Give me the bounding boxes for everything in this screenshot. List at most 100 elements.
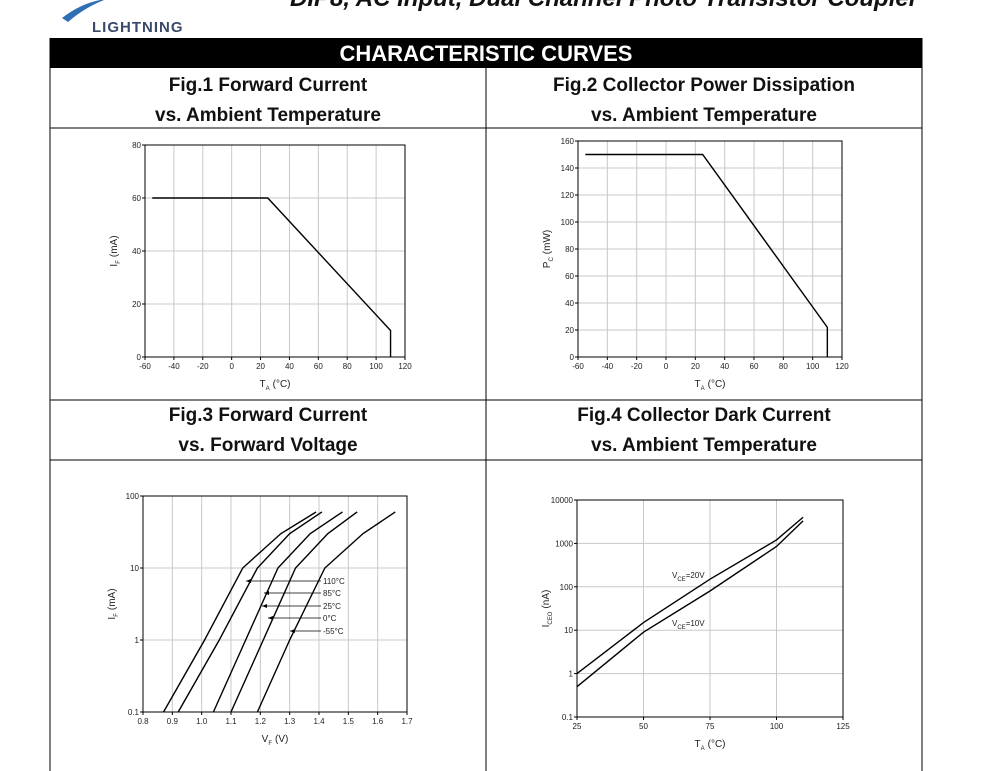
x-tick-label: -40 [168,362,180,371]
y-axis-label-rest: (mW) [542,230,553,254]
x-axis-label-main: T [694,379,700,390]
x-axis-label-main: T [694,739,700,750]
y-tick-label: 60 [132,194,141,203]
y-axis-label: IF (mA) [109,235,122,266]
x-tick-label: -60 [572,362,584,371]
x-tick-label: 1.7 [401,717,413,726]
x-tick-label: 20 [691,362,700,371]
y-tick-label: 100 [560,583,574,592]
figure-subtitle: vs. Ambient Temperature [591,435,817,456]
leader-arrow [262,604,267,608]
y-tick-label: 0 [570,353,575,362]
curve-label-rest: =20V [686,571,706,580]
data-line [212,511,343,713]
x-tick-label: 100 [806,362,820,371]
x-axis-label-rest: (°C) [708,379,726,390]
x-tick-label: 0.9 [167,717,179,726]
x-tick-label: 60 [750,362,759,371]
y-tick-label: 10 [564,626,573,635]
y-tick-label: 160 [561,137,575,146]
x-axis-label-rest: (V) [275,734,288,745]
figure-title: Fig.1 Forward Current [169,75,368,96]
y-tick-label: 40 [565,299,574,308]
x-tick-label: 1.2 [255,717,267,726]
x-tick-label: 80 [343,362,352,371]
x-tick-label: 120 [398,362,412,371]
curve-label-sub: CE [677,577,685,583]
y-axis-label-main: I [109,264,120,267]
y-tick-label: 1 [135,636,140,645]
plot-frame [576,499,844,718]
x-axis-label-rest: (°C) [708,739,726,750]
curve-label: 25°C [323,602,341,611]
x-tick-label: -20 [631,362,643,371]
x-axis-label: TA (°C) [694,739,725,752]
x-tick-label: 120 [835,362,849,371]
x-tick-label: 20 [256,362,265,371]
figure-subtitle: vs. Ambient Temperature [155,105,381,126]
y-tick-label: 80 [132,141,141,150]
y-tick-label: 1000 [555,539,573,548]
figure-title: Fig.2 Collector Power Dissipation [553,75,855,96]
x-tick-label: -40 [602,362,614,371]
logo-text: LIGHTNING [92,19,184,36]
data-line [162,511,317,713]
curve-label-sub: CE [677,625,685,631]
x-tick-label: 0.8 [137,717,149,726]
y-tick-label: 20 [565,326,574,335]
x-tick-label: 1.6 [372,717,384,726]
x-axis-label-rest: (°C) [273,379,291,390]
y-tick-label: 40 [132,247,141,256]
curve-label: 85°C [323,589,341,598]
logo-mark [62,0,104,22]
y-axis-label: IF (mA) [107,588,120,619]
plot-frame [577,140,843,358]
y-tick-label: 100 [126,492,140,501]
data-line [230,511,358,713]
curve-label: VCE=20V [672,571,705,583]
table-lines [49,38,923,771]
curve-label: 0°C [323,614,337,623]
curve-label-main: V [672,619,678,628]
curve-label: VCE=10V [672,619,705,631]
figure-title: Fig.3 Forward Current [169,405,368,426]
y-tick-label: 20 [132,300,141,309]
x-tick-label: 1.1 [225,717,237,726]
y-tick-label: 1 [569,670,574,679]
y-tick-label: 100 [561,218,575,227]
x-tick-label: 1.3 [284,717,296,726]
x-tick-label: 25 [573,722,582,731]
y-axis-label-main: I [541,625,552,628]
x-axis-label-sub: F [268,741,272,747]
leader-arrow [268,616,273,620]
x-tick-label: 80 [779,362,788,371]
x-axis-label: TA (°C) [259,379,290,392]
figure-subtitle: vs. Forward Voltage [178,435,357,456]
x-tick-label: 1.4 [313,717,325,726]
figure-title: Fig.4 Collector Dark Current [577,405,831,426]
x-tick-label: 125 [836,722,850,731]
y-tick-label: 10 [130,564,139,573]
x-tick-label: 100 [770,722,784,731]
leader-arrow [290,629,295,633]
y-axis-label-rest: (mA) [109,235,120,257]
curve-label-main: V [672,571,678,580]
x-axis-label-main: V [262,734,269,745]
y-axis-label: ICEO (nA) [541,590,554,628]
x-axis-label-sub: A [266,386,270,392]
leader-arrow [246,579,251,583]
x-tick-label: 0 [664,362,669,371]
x-tick-label: 0 [229,362,234,371]
section-bar [50,38,922,68]
x-axis-label: VF (V) [262,734,289,747]
y-axis-label-sub: CEO [548,611,554,624]
curve-label: 110°C [323,577,345,586]
curve-label: -55°C [323,627,344,636]
data-line [152,197,392,357]
y-axis-label-sub: F [114,613,120,617]
curve-label-rest: =10V [686,619,706,628]
y-tick-label: 120 [561,191,575,200]
x-tick-label: 1.0 [196,717,208,726]
data-line [177,511,323,713]
x-axis-label-sub: A [701,746,705,752]
